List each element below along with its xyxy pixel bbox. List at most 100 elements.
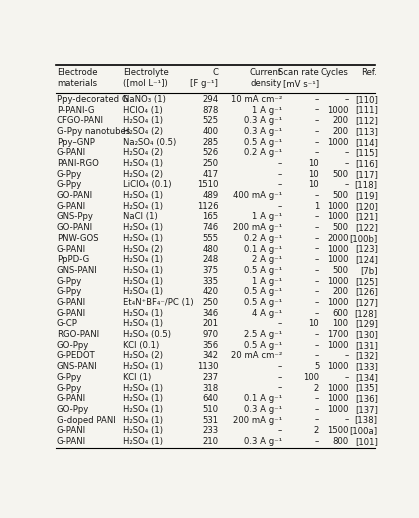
Text: 210: 210 bbox=[202, 437, 219, 446]
Text: GO-Ppy: GO-Ppy bbox=[57, 405, 89, 414]
Text: 1000: 1000 bbox=[327, 138, 349, 147]
Text: 400: 400 bbox=[202, 127, 219, 136]
Text: 2000: 2000 bbox=[327, 234, 349, 243]
Text: 2 A g⁻¹: 2 A g⁻¹ bbox=[252, 255, 282, 264]
Text: [121]: [121] bbox=[355, 212, 378, 222]
Text: [128]: [128] bbox=[355, 309, 378, 318]
Text: G-PANI: G-PANI bbox=[57, 244, 86, 254]
Text: 0.1 A g⁻¹: 0.1 A g⁻¹ bbox=[244, 394, 282, 403]
Text: 10 mA cm⁻²: 10 mA cm⁻² bbox=[231, 95, 282, 104]
Text: GNS-PANI: GNS-PANI bbox=[57, 266, 98, 275]
Text: 1 A g⁻¹: 1 A g⁻¹ bbox=[252, 277, 282, 285]
Text: 500: 500 bbox=[332, 223, 349, 232]
Text: G-Ppy: G-Ppy bbox=[57, 170, 82, 179]
Text: –: – bbox=[315, 437, 319, 446]
Text: GNS-PANI: GNS-PANI bbox=[57, 362, 98, 371]
Text: 250: 250 bbox=[202, 298, 219, 307]
Text: PANI-RGO: PANI-RGO bbox=[57, 159, 99, 168]
Text: 500: 500 bbox=[332, 170, 349, 179]
Text: CFGO-PANI: CFGO-PANI bbox=[57, 117, 104, 125]
Text: GO-PANI: GO-PANI bbox=[57, 223, 93, 232]
Text: –: – bbox=[315, 212, 319, 222]
Text: LiClO₄ (0.1): LiClO₄ (0.1) bbox=[124, 180, 172, 190]
Text: [131]: [131] bbox=[355, 341, 378, 350]
Text: G-Ppy: G-Ppy bbox=[57, 373, 82, 382]
Text: 1130: 1130 bbox=[197, 362, 219, 371]
Text: H₂SO₄ (1): H₂SO₄ (1) bbox=[124, 405, 163, 414]
Text: [100b]: [100b] bbox=[349, 234, 378, 243]
Text: 1500: 1500 bbox=[327, 426, 349, 435]
Text: [120]: [120] bbox=[355, 202, 378, 211]
Text: [119]: [119] bbox=[355, 191, 378, 200]
Text: 878: 878 bbox=[202, 106, 219, 114]
Text: 200 mA g⁻¹: 200 mA g⁻¹ bbox=[233, 223, 282, 232]
Text: Ref.: Ref. bbox=[362, 68, 378, 77]
Text: –: – bbox=[315, 148, 319, 157]
Text: 342: 342 bbox=[202, 351, 219, 361]
Text: 248: 248 bbox=[202, 255, 219, 264]
Text: 531: 531 bbox=[202, 415, 219, 425]
Text: 800: 800 bbox=[332, 437, 349, 446]
Text: [123]: [123] bbox=[355, 244, 378, 254]
Text: Scan rate
[mV s⁻¹]: Scan rate [mV s⁻¹] bbox=[278, 68, 319, 88]
Text: H₂SO₄ (1): H₂SO₄ (1) bbox=[124, 277, 163, 285]
Text: H₂SO₄ (1): H₂SO₄ (1) bbox=[124, 234, 163, 243]
Text: 1000: 1000 bbox=[327, 394, 349, 403]
Text: G-PANI: G-PANI bbox=[57, 309, 86, 318]
Text: 1 A g⁻¹: 1 A g⁻¹ bbox=[252, 106, 282, 114]
Text: H₂SO₄ (2): H₂SO₄ (2) bbox=[124, 244, 163, 254]
Text: G-PANI: G-PANI bbox=[57, 426, 86, 435]
Text: 500: 500 bbox=[332, 266, 349, 275]
Text: 640: 640 bbox=[202, 394, 219, 403]
Text: Cycles: Cycles bbox=[320, 68, 348, 77]
Text: 200: 200 bbox=[332, 287, 349, 296]
Text: H₂SO₄ (2): H₂SO₄ (2) bbox=[124, 148, 163, 157]
Text: Ppy–GNP: Ppy–GNP bbox=[57, 138, 95, 147]
Text: 1: 1 bbox=[314, 202, 319, 211]
Text: 0.2 A g⁻¹: 0.2 A g⁻¹ bbox=[244, 234, 282, 243]
Text: –: – bbox=[278, 383, 282, 393]
Text: G-PANI: G-PANI bbox=[57, 437, 86, 446]
Text: 200: 200 bbox=[332, 117, 349, 125]
Text: 0.5 A g⁻¹: 0.5 A g⁻¹ bbox=[244, 266, 282, 275]
Text: 10: 10 bbox=[308, 320, 319, 328]
Text: G-doped PANI: G-doped PANI bbox=[57, 415, 116, 425]
Text: 1000: 1000 bbox=[327, 244, 349, 254]
Text: H₂SO₄ (1): H₂SO₄ (1) bbox=[124, 362, 163, 371]
Text: –: – bbox=[315, 127, 319, 136]
Text: 100: 100 bbox=[303, 373, 319, 382]
Text: Ppy-decorated G: Ppy-decorated G bbox=[57, 95, 128, 104]
Text: –: – bbox=[344, 351, 349, 361]
Text: –: – bbox=[315, 287, 319, 296]
Text: Na₂SO₄ (0.5): Na₂SO₄ (0.5) bbox=[124, 138, 177, 147]
Text: 20 mA cm⁻²: 20 mA cm⁻² bbox=[231, 351, 282, 361]
Text: –: – bbox=[278, 362, 282, 371]
Text: P-PANI-G: P-PANI-G bbox=[57, 106, 94, 114]
Text: [125]: [125] bbox=[355, 277, 378, 285]
Text: PNW-GOS: PNW-GOS bbox=[57, 234, 98, 243]
Text: 1126: 1126 bbox=[197, 202, 219, 211]
Text: –: – bbox=[344, 180, 349, 190]
Text: –: – bbox=[278, 180, 282, 190]
Text: 294: 294 bbox=[202, 95, 219, 104]
Text: 237: 237 bbox=[202, 373, 219, 382]
Text: 10: 10 bbox=[308, 180, 319, 190]
Text: 0.3 A g⁻¹: 0.3 A g⁻¹ bbox=[244, 405, 282, 414]
Text: GO-Ppy: GO-Ppy bbox=[57, 341, 89, 350]
Text: G-PANI: G-PANI bbox=[57, 394, 86, 403]
Text: –: – bbox=[315, 351, 319, 361]
Text: 1700: 1700 bbox=[327, 330, 349, 339]
Text: 525: 525 bbox=[202, 117, 219, 125]
Text: 165: 165 bbox=[202, 212, 219, 222]
Text: [7b]: [7b] bbox=[360, 266, 378, 275]
Text: 0.3 A g⁻¹: 0.3 A g⁻¹ bbox=[244, 117, 282, 125]
Text: 417: 417 bbox=[202, 170, 219, 179]
Text: 510: 510 bbox=[202, 405, 219, 414]
Text: 1000: 1000 bbox=[327, 298, 349, 307]
Text: –: – bbox=[278, 202, 282, 211]
Text: 346: 346 bbox=[202, 309, 219, 318]
Text: –: – bbox=[278, 159, 282, 168]
Text: [127]: [127] bbox=[355, 298, 378, 307]
Text: [136]: [136] bbox=[355, 394, 378, 403]
Text: [135]: [135] bbox=[355, 383, 378, 393]
